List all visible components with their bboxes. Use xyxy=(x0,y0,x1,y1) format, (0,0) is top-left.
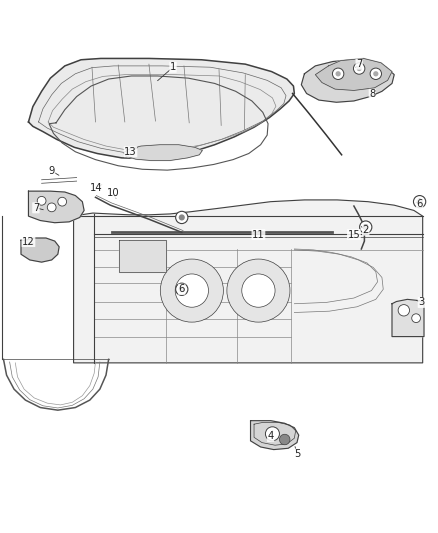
Polygon shape xyxy=(392,300,424,336)
Circle shape xyxy=(373,71,378,76)
Polygon shape xyxy=(21,238,59,262)
Circle shape xyxy=(265,427,279,441)
Polygon shape xyxy=(28,191,84,223)
Polygon shape xyxy=(251,421,299,449)
Polygon shape xyxy=(301,60,394,102)
Circle shape xyxy=(363,224,369,230)
Circle shape xyxy=(242,274,275,307)
Circle shape xyxy=(37,197,46,205)
Circle shape xyxy=(370,68,381,79)
Text: 15: 15 xyxy=(347,230,360,239)
Text: 13: 13 xyxy=(124,147,137,157)
Text: 5: 5 xyxy=(294,449,300,459)
Text: 11: 11 xyxy=(252,230,265,239)
Text: 9: 9 xyxy=(49,166,55,176)
Circle shape xyxy=(179,286,185,292)
Circle shape xyxy=(47,203,56,212)
Text: 8: 8 xyxy=(369,90,375,99)
Text: 14: 14 xyxy=(90,183,102,192)
Circle shape xyxy=(160,259,223,322)
Circle shape xyxy=(179,214,185,221)
Polygon shape xyxy=(119,240,166,272)
Circle shape xyxy=(413,196,426,208)
Circle shape xyxy=(332,68,344,79)
Polygon shape xyxy=(124,145,202,160)
Polygon shape xyxy=(315,59,392,91)
Circle shape xyxy=(336,71,341,76)
Circle shape xyxy=(175,274,208,307)
Circle shape xyxy=(417,199,423,205)
Text: 6: 6 xyxy=(417,199,423,209)
Text: 4: 4 xyxy=(268,431,274,441)
Circle shape xyxy=(279,434,290,445)
Text: 6: 6 xyxy=(179,284,185,294)
Polygon shape xyxy=(74,200,423,363)
Text: 7: 7 xyxy=(356,59,362,69)
Text: 10: 10 xyxy=(107,188,119,198)
Circle shape xyxy=(176,211,188,223)
Text: 7: 7 xyxy=(33,203,39,213)
Text: 3: 3 xyxy=(418,297,424,308)
Circle shape xyxy=(357,66,362,71)
Text: 1: 1 xyxy=(170,62,176,72)
Polygon shape xyxy=(28,59,294,159)
Text: 12: 12 xyxy=(22,237,35,247)
Circle shape xyxy=(360,221,372,233)
Circle shape xyxy=(58,197,67,206)
Circle shape xyxy=(398,304,410,316)
Text: 2: 2 xyxy=(363,225,369,235)
Circle shape xyxy=(353,63,365,74)
Circle shape xyxy=(412,314,420,322)
Circle shape xyxy=(227,259,290,322)
Circle shape xyxy=(176,283,188,295)
